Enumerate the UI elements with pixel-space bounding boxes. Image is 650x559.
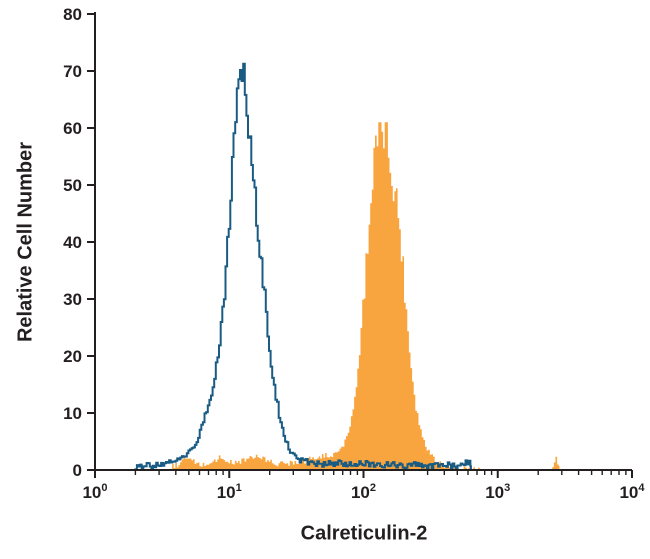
blue-outline-histogram	[134, 62, 472, 471]
x-tick-label: 104	[619, 482, 645, 502]
orange-filled-histogram	[168, 122, 560, 471]
y-tick-label: 30	[63, 290, 82, 309]
y-tick-label: 60	[63, 119, 82, 138]
y-tick-label: 40	[63, 233, 82, 252]
y-axis-title: Relative Cell Number	[14, 141, 37, 343]
y-tick-label: 0	[73, 461, 82, 480]
y-tick-label: 20	[63, 347, 82, 366]
x-tick-label: 101	[217, 482, 242, 502]
y-tick-label: 10	[63, 404, 82, 423]
x-axis-title: Calreticulin-2	[300, 522, 428, 545]
x-tick-label: 100	[82, 482, 107, 502]
x-tick-label: 102	[351, 482, 376, 502]
y-tick-label: 80	[63, 5, 82, 24]
y-tick-label: 70	[63, 62, 82, 81]
y-tick-label: 50	[63, 176, 82, 195]
x-tick-label: 103	[485, 482, 510, 502]
